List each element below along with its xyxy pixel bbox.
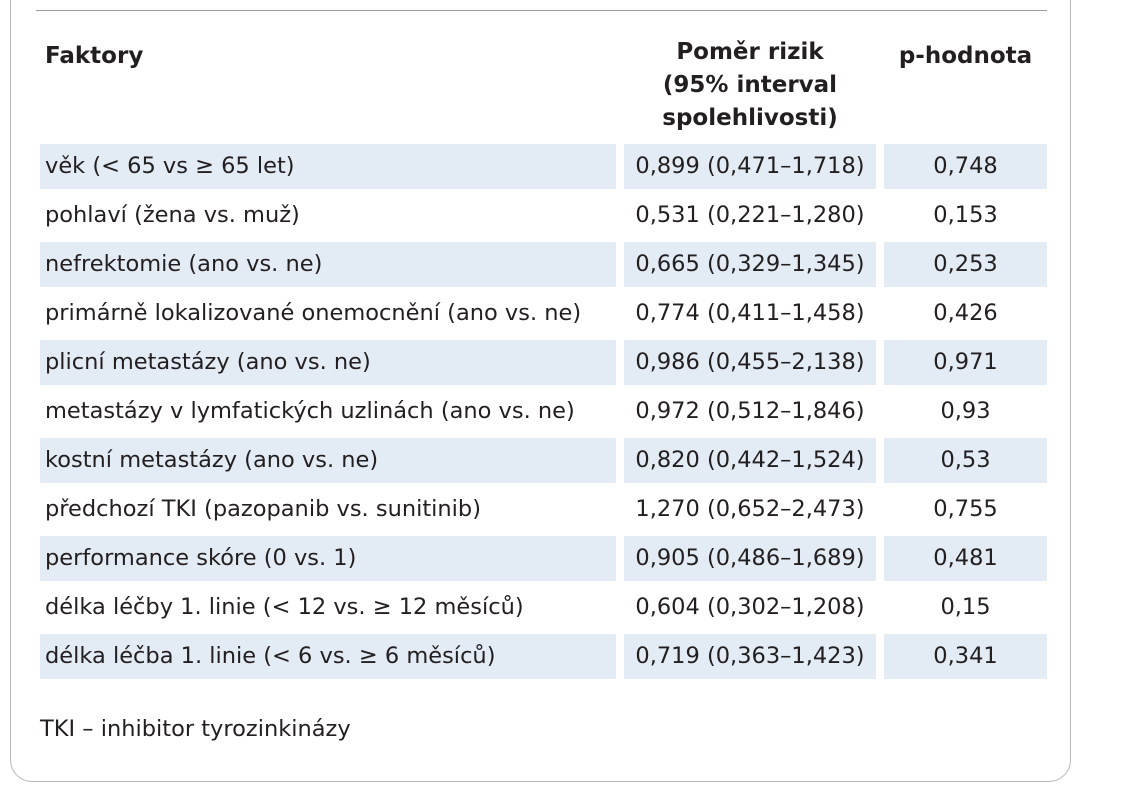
- p-value-cell: 0,748: [884, 144, 1047, 189]
- factor-cell: předchozí TKI (pazopanib vs. sunitinib): [40, 487, 616, 532]
- top-divider: [36, 10, 1047, 11]
- risk-ratio-cell: 0,899 (0,471–1,718): [624, 144, 876, 189]
- risk-ratio-table: Faktory Poměr rizik (95% interval spoleh…: [40, 30, 1047, 683]
- table-row: nefrektomie (ano vs. ne) 0,665 (0,329–1,…: [40, 242, 1047, 291]
- table-footnote: TKI – inhibitor tyrozinkinázy: [40, 716, 351, 742]
- p-value-cell: 0,755: [884, 487, 1047, 532]
- p-value-cell: 0,153: [884, 193, 1047, 238]
- risk-ratio-cell: 0,820 (0,442–1,524): [624, 438, 876, 483]
- risk-ratio-cell: 0,604 (0,302–1,208): [624, 585, 876, 630]
- table-header: Faktory Poměr rizik (95% interval spoleh…: [40, 30, 1047, 144]
- p-value-cell: 0,53: [884, 438, 1047, 483]
- p-value-cell: 0,481: [884, 536, 1047, 581]
- header-risk-ratio-line1: Poměr rizik: [676, 39, 824, 65]
- p-value-cell: 0,253: [884, 242, 1047, 287]
- header-factors: Faktory: [45, 43, 144, 69]
- risk-ratio-cell: 0,774 (0,411–1,458): [624, 291, 876, 336]
- factor-cell: pohlaví (žena vs. muž): [40, 193, 616, 238]
- factor-cell: performance skóre (0 vs. 1): [40, 536, 616, 581]
- p-value-cell: 0,426: [884, 291, 1047, 336]
- table-row: věk (< 65 vs ≥ 65 let) 0,899 (0,471–1,71…: [40, 144, 1047, 193]
- risk-ratio-cell: 0,531 (0,221–1,280): [624, 193, 876, 238]
- table-row: pohlaví (žena vs. muž) 0,531 (0,221–1,28…: [40, 193, 1047, 242]
- risk-ratio-cell: 0,972 (0,512–1,846): [624, 389, 876, 434]
- factor-cell: délka léčby 1. linie (< 12 vs. ≥ 12 měsí…: [40, 585, 616, 630]
- p-value-cell: 0,93: [884, 389, 1047, 434]
- header-risk-ratio: Poměr rizik (95% interval spolehlivosti): [624, 36, 876, 135]
- factor-cell: primárně lokalizované onemocnění (ano vs…: [40, 291, 616, 336]
- risk-ratio-cell: 0,665 (0,329–1,345): [624, 242, 876, 287]
- factor-cell: metastázy v lymfatických uzlinách (ano v…: [40, 389, 616, 434]
- p-value-cell: 0,15: [884, 585, 1047, 630]
- header-risk-ratio-line2: (95% interval: [662, 72, 838, 98]
- table-row: primárně lokalizované onemocnění (ano vs…: [40, 291, 1047, 340]
- factor-cell: kostní metastázy (ano vs. ne): [40, 438, 616, 483]
- p-value-cell: 0,341: [884, 634, 1047, 679]
- table-row: plicní metastázy (ano vs. ne) 0,986 (0,4…: [40, 340, 1047, 389]
- table-row: předchozí TKI (pazopanib vs. sunitinib) …: [40, 487, 1047, 536]
- risk-ratio-cell: 0,905 (0,486–1,689): [624, 536, 876, 581]
- table-frame: [10, 0, 1071, 782]
- factor-cell: věk (< 65 vs ≥ 65 let): [40, 144, 616, 189]
- factor-cell: délka léčba 1. linie (< 6 vs. ≥ 6 měsíců…: [40, 634, 616, 679]
- p-value-cell: 0,971: [884, 340, 1047, 385]
- risk-ratio-cell: 0,986 (0,455–2,138): [624, 340, 876, 385]
- risk-ratio-cell: 0,719 (0,363–1,423): [624, 634, 876, 679]
- header-risk-ratio-line3: spolehlivosti): [662, 105, 838, 131]
- table-row: performance skóre (0 vs. 1) 0,905 (0,486…: [40, 536, 1047, 585]
- factor-cell: plicní metastázy (ano vs. ne): [40, 340, 616, 385]
- risk-ratio-cell: 1,270 (0,652–2,473): [624, 487, 876, 532]
- table-row: délka léčba 1. linie (< 6 vs. ≥ 6 měsíců…: [40, 634, 1047, 683]
- factor-cell: nefrektomie (ano vs. ne): [40, 242, 616, 287]
- table-row: délka léčby 1. linie (< 12 vs. ≥ 12 měsí…: [40, 585, 1047, 634]
- table-row: kostní metastázy (ano vs. ne) 0,820 (0,4…: [40, 438, 1047, 487]
- table-body: věk (< 65 vs ≥ 65 let) 0,899 (0,471–1,71…: [40, 144, 1047, 683]
- table-row: metastázy v lymfatických uzlinách (ano v…: [40, 389, 1047, 438]
- header-p-value: p-hodnota: [898, 43, 1033, 69]
